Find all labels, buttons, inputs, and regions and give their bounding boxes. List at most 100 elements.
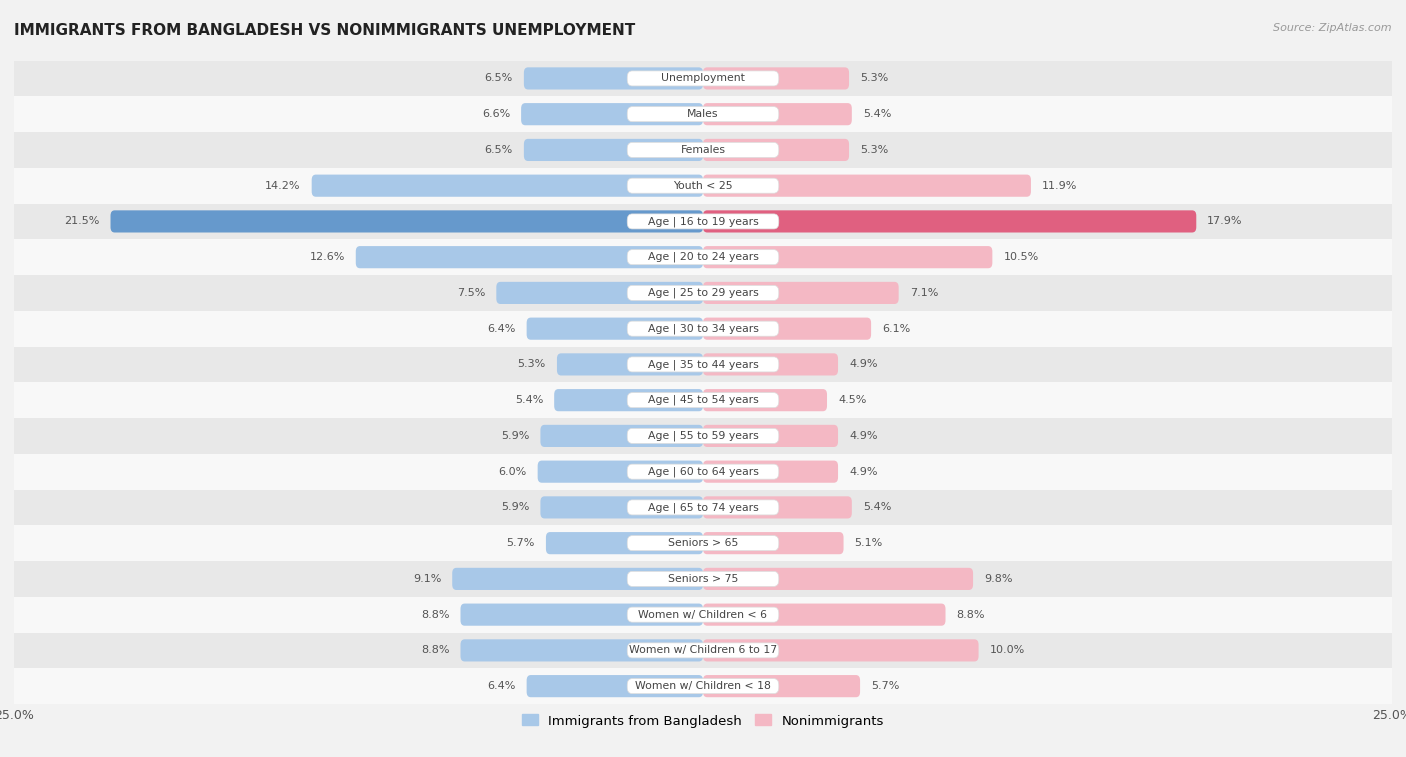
Bar <box>14 418 1392 453</box>
Bar <box>14 239 1392 275</box>
FancyBboxPatch shape <box>527 318 703 340</box>
FancyBboxPatch shape <box>524 67 703 89</box>
FancyBboxPatch shape <box>453 568 703 590</box>
Text: 14.2%: 14.2% <box>266 181 301 191</box>
Text: 5.4%: 5.4% <box>515 395 543 405</box>
FancyBboxPatch shape <box>524 139 703 161</box>
Text: Age | 30 to 34 years: Age | 30 to 34 years <box>648 323 758 334</box>
Bar <box>14 275 1392 311</box>
Text: 5.4%: 5.4% <box>863 503 891 512</box>
FancyBboxPatch shape <box>356 246 703 268</box>
FancyBboxPatch shape <box>496 282 703 304</box>
Bar <box>14 668 1392 704</box>
Text: 4.9%: 4.9% <box>849 431 877 441</box>
Text: 5.3%: 5.3% <box>517 360 546 369</box>
Text: 6.6%: 6.6% <box>482 109 510 119</box>
FancyBboxPatch shape <box>461 640 703 662</box>
FancyBboxPatch shape <box>703 318 872 340</box>
Text: 5.3%: 5.3% <box>860 73 889 83</box>
FancyBboxPatch shape <box>627 536 779 550</box>
Bar <box>14 633 1392 668</box>
Text: 6.5%: 6.5% <box>485 145 513 155</box>
FancyBboxPatch shape <box>627 250 779 265</box>
Text: 5.7%: 5.7% <box>506 538 534 548</box>
Bar <box>14 204 1392 239</box>
Text: Age | 45 to 54 years: Age | 45 to 54 years <box>648 395 758 406</box>
FancyBboxPatch shape <box>703 103 852 125</box>
FancyBboxPatch shape <box>627 285 779 301</box>
FancyBboxPatch shape <box>627 643 779 658</box>
Text: Seniors > 75: Seniors > 75 <box>668 574 738 584</box>
Text: 5.1%: 5.1% <box>855 538 883 548</box>
Text: 10.5%: 10.5% <box>1004 252 1039 262</box>
FancyBboxPatch shape <box>703 139 849 161</box>
Text: 9.8%: 9.8% <box>984 574 1012 584</box>
Text: 5.7%: 5.7% <box>872 681 900 691</box>
FancyBboxPatch shape <box>703 354 838 375</box>
FancyBboxPatch shape <box>312 175 703 197</box>
FancyBboxPatch shape <box>703 497 852 519</box>
FancyBboxPatch shape <box>540 425 703 447</box>
FancyBboxPatch shape <box>703 282 898 304</box>
Text: 8.8%: 8.8% <box>420 646 450 656</box>
Text: Age | 65 to 74 years: Age | 65 to 74 years <box>648 502 758 512</box>
FancyBboxPatch shape <box>627 107 779 122</box>
Text: 21.5%: 21.5% <box>65 217 100 226</box>
Bar <box>14 490 1392 525</box>
FancyBboxPatch shape <box>627 607 779 622</box>
Text: 6.1%: 6.1% <box>882 324 910 334</box>
FancyBboxPatch shape <box>627 357 779 372</box>
Text: Age | 20 to 24 years: Age | 20 to 24 years <box>648 252 758 263</box>
Text: 5.4%: 5.4% <box>863 109 891 119</box>
FancyBboxPatch shape <box>461 603 703 626</box>
FancyBboxPatch shape <box>703 246 993 268</box>
FancyBboxPatch shape <box>627 214 779 229</box>
Bar <box>14 132 1392 168</box>
Text: 7.1%: 7.1% <box>910 288 938 298</box>
Text: 9.1%: 9.1% <box>413 574 441 584</box>
FancyBboxPatch shape <box>627 321 779 336</box>
Text: Women w/ Children < 18: Women w/ Children < 18 <box>636 681 770 691</box>
FancyBboxPatch shape <box>540 497 703 519</box>
FancyBboxPatch shape <box>627 428 779 444</box>
Text: 5.9%: 5.9% <box>501 431 530 441</box>
Text: 11.9%: 11.9% <box>1042 181 1077 191</box>
FancyBboxPatch shape <box>703 568 973 590</box>
FancyBboxPatch shape <box>703 425 838 447</box>
Text: 4.9%: 4.9% <box>849 360 877 369</box>
FancyBboxPatch shape <box>703 603 945 626</box>
FancyBboxPatch shape <box>703 67 849 89</box>
FancyBboxPatch shape <box>627 678 779 693</box>
Text: Age | 35 to 44 years: Age | 35 to 44 years <box>648 359 758 369</box>
Text: Seniors > 65: Seniors > 65 <box>668 538 738 548</box>
Text: Youth < 25: Youth < 25 <box>673 181 733 191</box>
FancyBboxPatch shape <box>537 460 703 483</box>
FancyBboxPatch shape <box>703 210 1197 232</box>
Text: Women w/ Children < 6: Women w/ Children < 6 <box>638 609 768 620</box>
Text: 17.9%: 17.9% <box>1208 217 1243 226</box>
Text: 5.9%: 5.9% <box>501 503 530 512</box>
Bar <box>14 382 1392 418</box>
FancyBboxPatch shape <box>627 572 779 587</box>
Bar <box>14 453 1392 490</box>
Bar <box>14 311 1392 347</box>
Text: 6.5%: 6.5% <box>485 73 513 83</box>
Text: 12.6%: 12.6% <box>309 252 344 262</box>
Text: 6.4%: 6.4% <box>488 681 516 691</box>
FancyBboxPatch shape <box>627 142 779 157</box>
Text: IMMIGRANTS FROM BANGLADESH VS NONIMMIGRANTS UNEMPLOYMENT: IMMIGRANTS FROM BANGLADESH VS NONIMMIGRA… <box>14 23 636 38</box>
Text: Unemployment: Unemployment <box>661 73 745 83</box>
FancyBboxPatch shape <box>527 675 703 697</box>
Text: 4.9%: 4.9% <box>849 466 877 477</box>
FancyBboxPatch shape <box>627 71 779 86</box>
Bar <box>14 597 1392 633</box>
Text: 6.0%: 6.0% <box>498 466 527 477</box>
Bar <box>14 561 1392 597</box>
Text: 5.3%: 5.3% <box>860 145 889 155</box>
FancyBboxPatch shape <box>111 210 703 232</box>
Text: Age | 55 to 59 years: Age | 55 to 59 years <box>648 431 758 441</box>
FancyBboxPatch shape <box>703 389 827 411</box>
FancyBboxPatch shape <box>703 460 838 483</box>
FancyBboxPatch shape <box>703 175 1031 197</box>
FancyBboxPatch shape <box>557 354 703 375</box>
